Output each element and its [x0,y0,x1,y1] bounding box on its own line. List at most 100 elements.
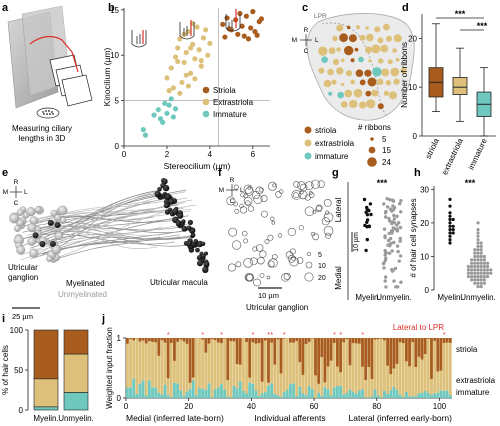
j-legend-immature: immature [456,388,490,397]
h-point-unmyelinated [476,241,480,245]
g-point-myelinated [365,205,369,210]
b-point-striola [224,15,230,21]
h-point-unmyelinated [470,275,474,279]
b-x-tick-label: 2 [165,150,170,159]
g-point-unmyelinated [388,198,392,202]
image-plane-3 [61,74,93,107]
h-point-myelinated [451,224,455,228]
b-legend-label-striola: Striola [213,86,236,95]
ganglion-soma-circle [323,212,334,223]
j-bar-extrastriola [273,364,277,394]
macula-terminal [154,191,161,197]
j-bar-striola [326,338,330,367]
j-bar-striola [267,338,270,383]
c-hair-cell-dot [336,67,344,75]
j-bar-immature [279,396,283,398]
j-bar-striola [332,338,336,343]
j-bar-immature [354,393,358,398]
j-bar-extrastriola [182,341,186,396]
j-bar-striola [336,338,339,367]
j-bar-striola [304,338,308,344]
j-bar-striola [260,338,264,382]
h-point-unmyelinated [466,275,470,279]
b-y-axis-label: Kinocilium (µm) [102,47,112,106]
j-bar-extrastriola [201,339,205,389]
j-bar-immature [307,386,311,398]
c-hair-cell-dot [358,56,364,63]
ganglion-soma-circle [325,232,332,239]
h-point-unmyelinated [470,261,474,265]
ganglion-soma-circle [299,183,308,192]
h-point-unmyelinated [473,281,477,285]
g-point-unmyelinated [384,275,388,279]
j-bar-immature [404,391,408,398]
ganglion-soma-circle [272,183,277,188]
j-bar-immature [169,397,173,398]
j-bar-immature [232,385,236,398]
ganglion-soma-circle [259,273,265,278]
h-sig: *** [465,178,476,188]
j-bar-immature [126,387,129,398]
j-bar-striola [433,338,437,341]
h-point-unmyelinated [476,231,480,235]
panel-c-legend: striola extrastriola immature # ribbons … [304,123,391,167]
h-point-unmyelinated [466,264,470,269]
j-bar-striola [144,338,148,344]
g-point-unmyelinated [392,279,396,283]
ganglion-soma-circle [243,184,253,194]
g-point-unmyelinated [399,210,403,214]
b-point-striola [241,33,247,39]
ganglion-soma-circle [227,263,236,272]
j-bar-immature [210,397,214,398]
panel-e: e R M L C Utricular ganglion Myelinated … [2,167,210,321]
j-bar-immature [332,387,336,398]
ganglion-soma [27,223,37,233]
h-point-unmyelinated [476,258,480,262]
j-bar-striola [404,338,408,362]
ganglion-soma-circle [317,180,325,188]
panel-a-caption-line2: lengths in 3D [19,134,66,143]
h-point-unmyelinated [479,271,483,275]
g-x-tick-label: Myelin. [355,293,380,302]
j-bar-extrastriola [229,341,233,398]
b-point-striola [245,36,252,42]
ganglion-soma-circle [291,189,302,200]
ganglion-soma-circle [308,192,315,198]
ganglion-soma [16,245,26,255]
j-bar-immature [257,396,261,398]
g-point-unmyelinated [383,235,387,240]
h-point-unmyelinated [486,264,490,269]
j-bar-extrastriola [392,368,396,387]
c-hair-cell-dot [365,46,372,54]
h-x-tick-label: Myelin. [437,293,462,302]
g-point-unmyelinated [384,285,388,289]
c-legend-extrastriola: extrastriola [315,139,355,148]
g-point-unmyelinated [387,251,392,255]
c-hair-cell-dot [318,67,325,74]
i-x-tick-label: Myelin. [33,414,58,423]
hair-bundle-disc [36,107,60,119]
j-bar-extrastriola [220,343,223,385]
c-hair-cell-dot [392,48,397,53]
macula-terminal [187,219,193,225]
h-point-unmyelinated [470,268,474,272]
c-hair-cell-dot [393,78,400,85]
b-point-immature [160,119,166,125]
ganglion-soma [34,206,42,213]
c-hair-cell-dot [393,34,402,43]
myelinated-soma [32,232,39,239]
g-point-unmyelinated [382,266,386,270]
j-bar-immature [436,392,440,398]
c-ribbons-title: # ribbons [358,123,391,132]
j-bar-immature [260,393,264,398]
h-point-unmyelinated [482,264,486,269]
b-y-tick-label: 5 [115,97,120,106]
i-y-tick-label: 100 [10,326,24,335]
j-bar-extrastriola [245,342,248,394]
panel-i-plot: 0 50 100 % of hair cells Myelin. Unmyelin. [1,326,94,423]
h-point-myelinated [448,197,452,201]
j-bar-striola [207,338,211,344]
j-bar-extrastriola [292,342,295,384]
h-point-myelinated [448,217,452,222]
